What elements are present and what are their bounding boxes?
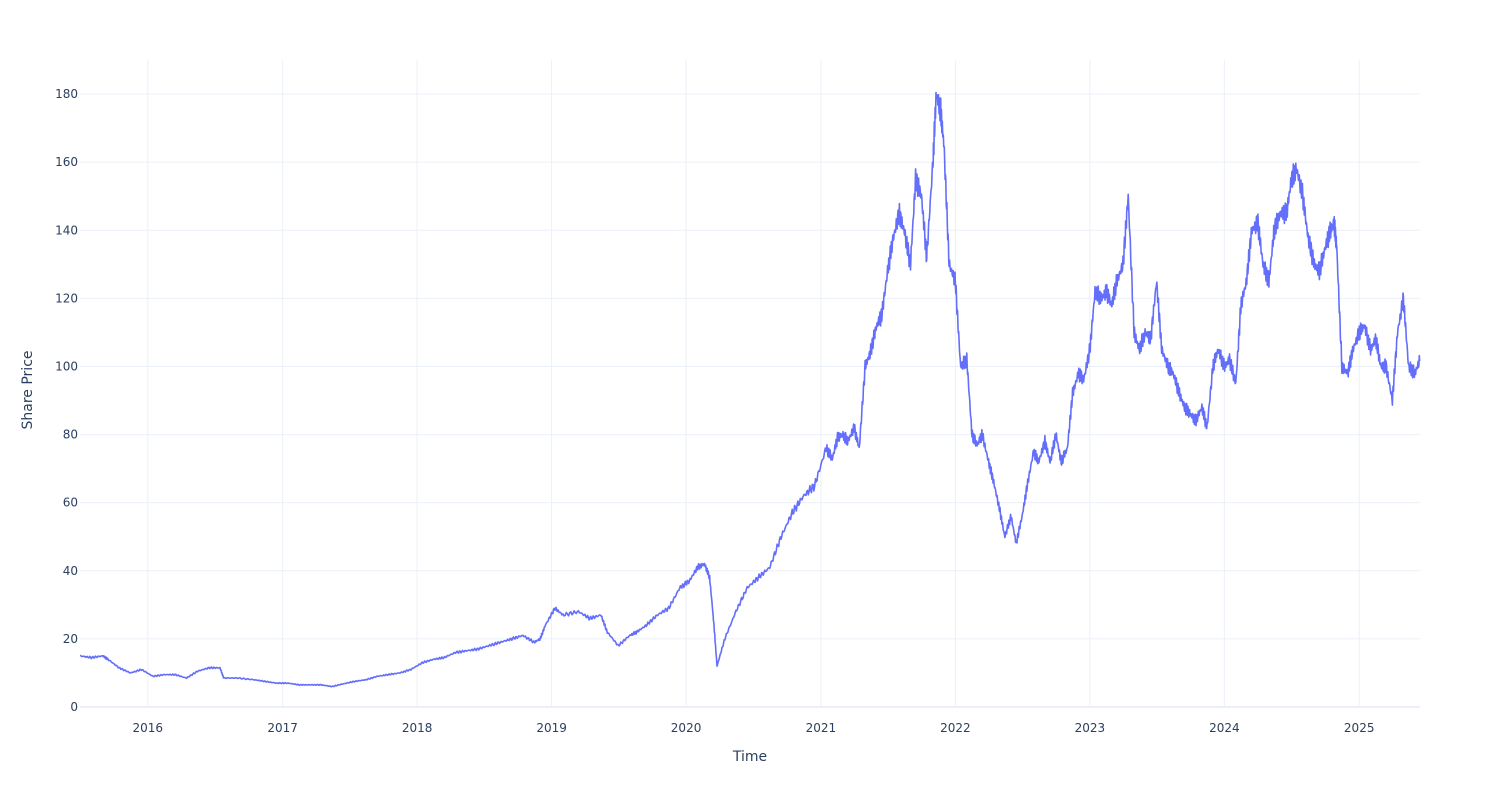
y-tick-label: 100 [55,359,78,373]
grid [80,60,1420,708]
series-layer [79,91,1421,688]
y-tick-label: 20 [63,632,78,646]
y-tick-label: 120 [55,291,78,305]
y-tick-label: 60 [63,496,78,510]
y-tick-label: 0 [70,700,78,714]
y-tick-label: 80 [63,428,78,442]
x-axis-ticks: 2016 2017 2018 2019 2020 2021 2022 2023 2024 2025 [133,721,1375,735]
y-tick-label: 180 [55,87,78,101]
x-axis-title: Time [732,749,767,765]
y-axis-title: Share Price [20,350,36,429]
y-axis-ticks: 0 20 40 60 80 100 120 140 160 180 [55,87,78,714]
x-tick-label: 2021 [806,721,837,735]
x-tick-label: 2018 [402,721,433,735]
x-tick-label: 2022 [940,721,971,735]
y-tick-label: 40 [63,564,78,578]
y-tick-label: 160 [55,155,78,169]
x-tick-label: 2020 [671,721,702,735]
y-tick-label: 140 [55,223,78,237]
x-tick-label: 2024 [1209,721,1240,735]
x-tick-label: 2025 [1344,721,1375,735]
x-tick-label: 2016 [133,721,164,735]
x-tick-label: 2017 [267,721,298,735]
x-tick-label: 2019 [536,721,567,735]
x-tick-label: 2023 [1075,721,1106,735]
series-line [79,91,1421,688]
